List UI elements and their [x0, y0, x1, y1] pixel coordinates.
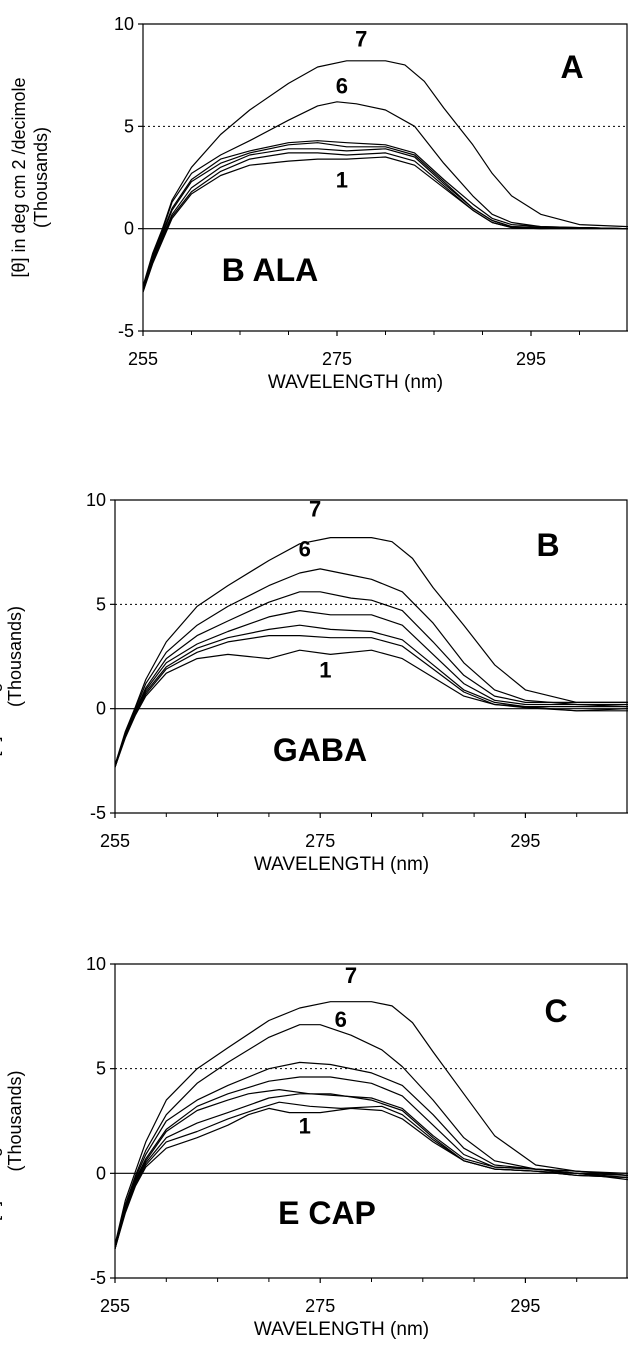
compound-label: GABA — [273, 732, 367, 768]
y-axis-subtitle: (Thousands) — [31, 127, 51, 228]
y-tick-label: -5 — [90, 803, 106, 823]
y-tick-label: -5 — [118, 321, 134, 341]
x-tick-label: 295 — [510, 1296, 540, 1316]
panel-letter: B — [536, 527, 559, 563]
x-tick-label: 275 — [305, 1296, 335, 1316]
y-axis-title: [θ] in deg cm 2 /decimole — [0, 556, 2, 756]
spectrum-curve-5 — [114, 1076, 628, 1249]
curve-label-7: 7 — [345, 963, 357, 988]
y-tick-label: 5 — [96, 1059, 106, 1079]
curve-label-7: 7 — [355, 27, 367, 52]
curve-label-1: 1 — [299, 1114, 311, 1139]
y-axis-subtitle: (Thousands) — [5, 606, 25, 707]
x-tick-label: 295 — [510, 831, 540, 851]
x-axis-title: WAVELENGTH (nm) — [254, 854, 429, 875]
curve-label-6: 6 — [336, 74, 348, 99]
spectrum-curve-7 — [142, 60, 628, 287]
y-tick-label: 0 — [96, 699, 106, 719]
x-axis-title: WAVELENGTH (nm) — [268, 372, 443, 393]
y-axis-subtitle: (Thousands) — [5, 1070, 25, 1171]
chart-panel-c: 10 5 0 -5 255 275 295 WAVELENGTH (nm) [θ] in deg… — [0, 954, 628, 1340]
curve-label-1: 1 — [336, 168, 348, 193]
spectrum-curve-1 — [142, 156, 628, 293]
y-tick-label: 5 — [96, 594, 106, 614]
y-tick-label: 0 — [96, 1163, 106, 1183]
curve-label-6: 6 — [335, 1007, 347, 1032]
y-tick-label: 0 — [124, 219, 134, 239]
panel-letter: A — [560, 49, 583, 85]
y-axis-title: [θ] in deg cm 2 /decimole — [9, 77, 29, 277]
spectrum-curve-2 — [142, 152, 628, 293]
spectrum-curve-5 — [114, 591, 628, 768]
curve-label-7: 7 — [309, 497, 321, 522]
chart-panel-a: 10 5 0 -5 255 275 295 WAVELENGTH (nm) [θ] in deg… — [9, 14, 628, 393]
x-tick-label: 295 — [516, 349, 546, 369]
spectrum-curve-8 — [114, 1001, 628, 1245]
spectrum-curve-7 — [114, 537, 628, 766]
y-tick-label: 10 — [86, 954, 106, 974]
plot-frame — [142, 23, 628, 331]
curve-label-6: 6 — [299, 536, 311, 561]
x-tick-label: 275 — [322, 349, 352, 369]
x-tick-label: 255 — [128, 349, 158, 369]
plot-frame — [114, 963, 628, 1278]
spectrum-curve-3 — [142, 148, 628, 291]
y-tick-label: 10 — [114, 14, 134, 34]
y-tick-label: -5 — [90, 1268, 106, 1288]
compound-label: B ALA — [222, 252, 319, 288]
curve-label-1: 1 — [319, 657, 331, 682]
panel-letter: C — [544, 993, 567, 1029]
spectrum-curve-6 — [114, 568, 628, 766]
chart-panel-b: 10 5 0 -5 255 275 295 WAVELENGTH (nm) [θ] in deg… — [0, 490, 628, 875]
spectrum-curve-6 — [114, 1061, 628, 1247]
x-tick-label: 275 — [305, 831, 335, 851]
x-tick-label: 255 — [100, 1296, 130, 1316]
spectrum-curve-2 — [114, 635, 628, 768]
y-tick-label: 10 — [86, 490, 106, 510]
y-tick-label: 5 — [124, 116, 134, 136]
spectrum-curve-3 — [114, 624, 628, 768]
spectrum-curve-4 — [114, 610, 628, 768]
spectrum-curve-6 — [142, 101, 628, 289]
y-axis-title: [θ] in deg cm 2 /decimole — [0, 1021, 2, 1221]
spectrum-curve-7 — [114, 1024, 628, 1247]
spectrum-curve-4 — [142, 142, 628, 291]
spectrum-curve-5 — [142, 140, 628, 291]
x-tick-label: 255 — [100, 831, 130, 851]
plot-frame — [114, 499, 628, 813]
x-axis-title: WAVELENGTH (nm) — [254, 1319, 429, 1340]
compound-label: E CAP — [278, 1195, 376, 1231]
